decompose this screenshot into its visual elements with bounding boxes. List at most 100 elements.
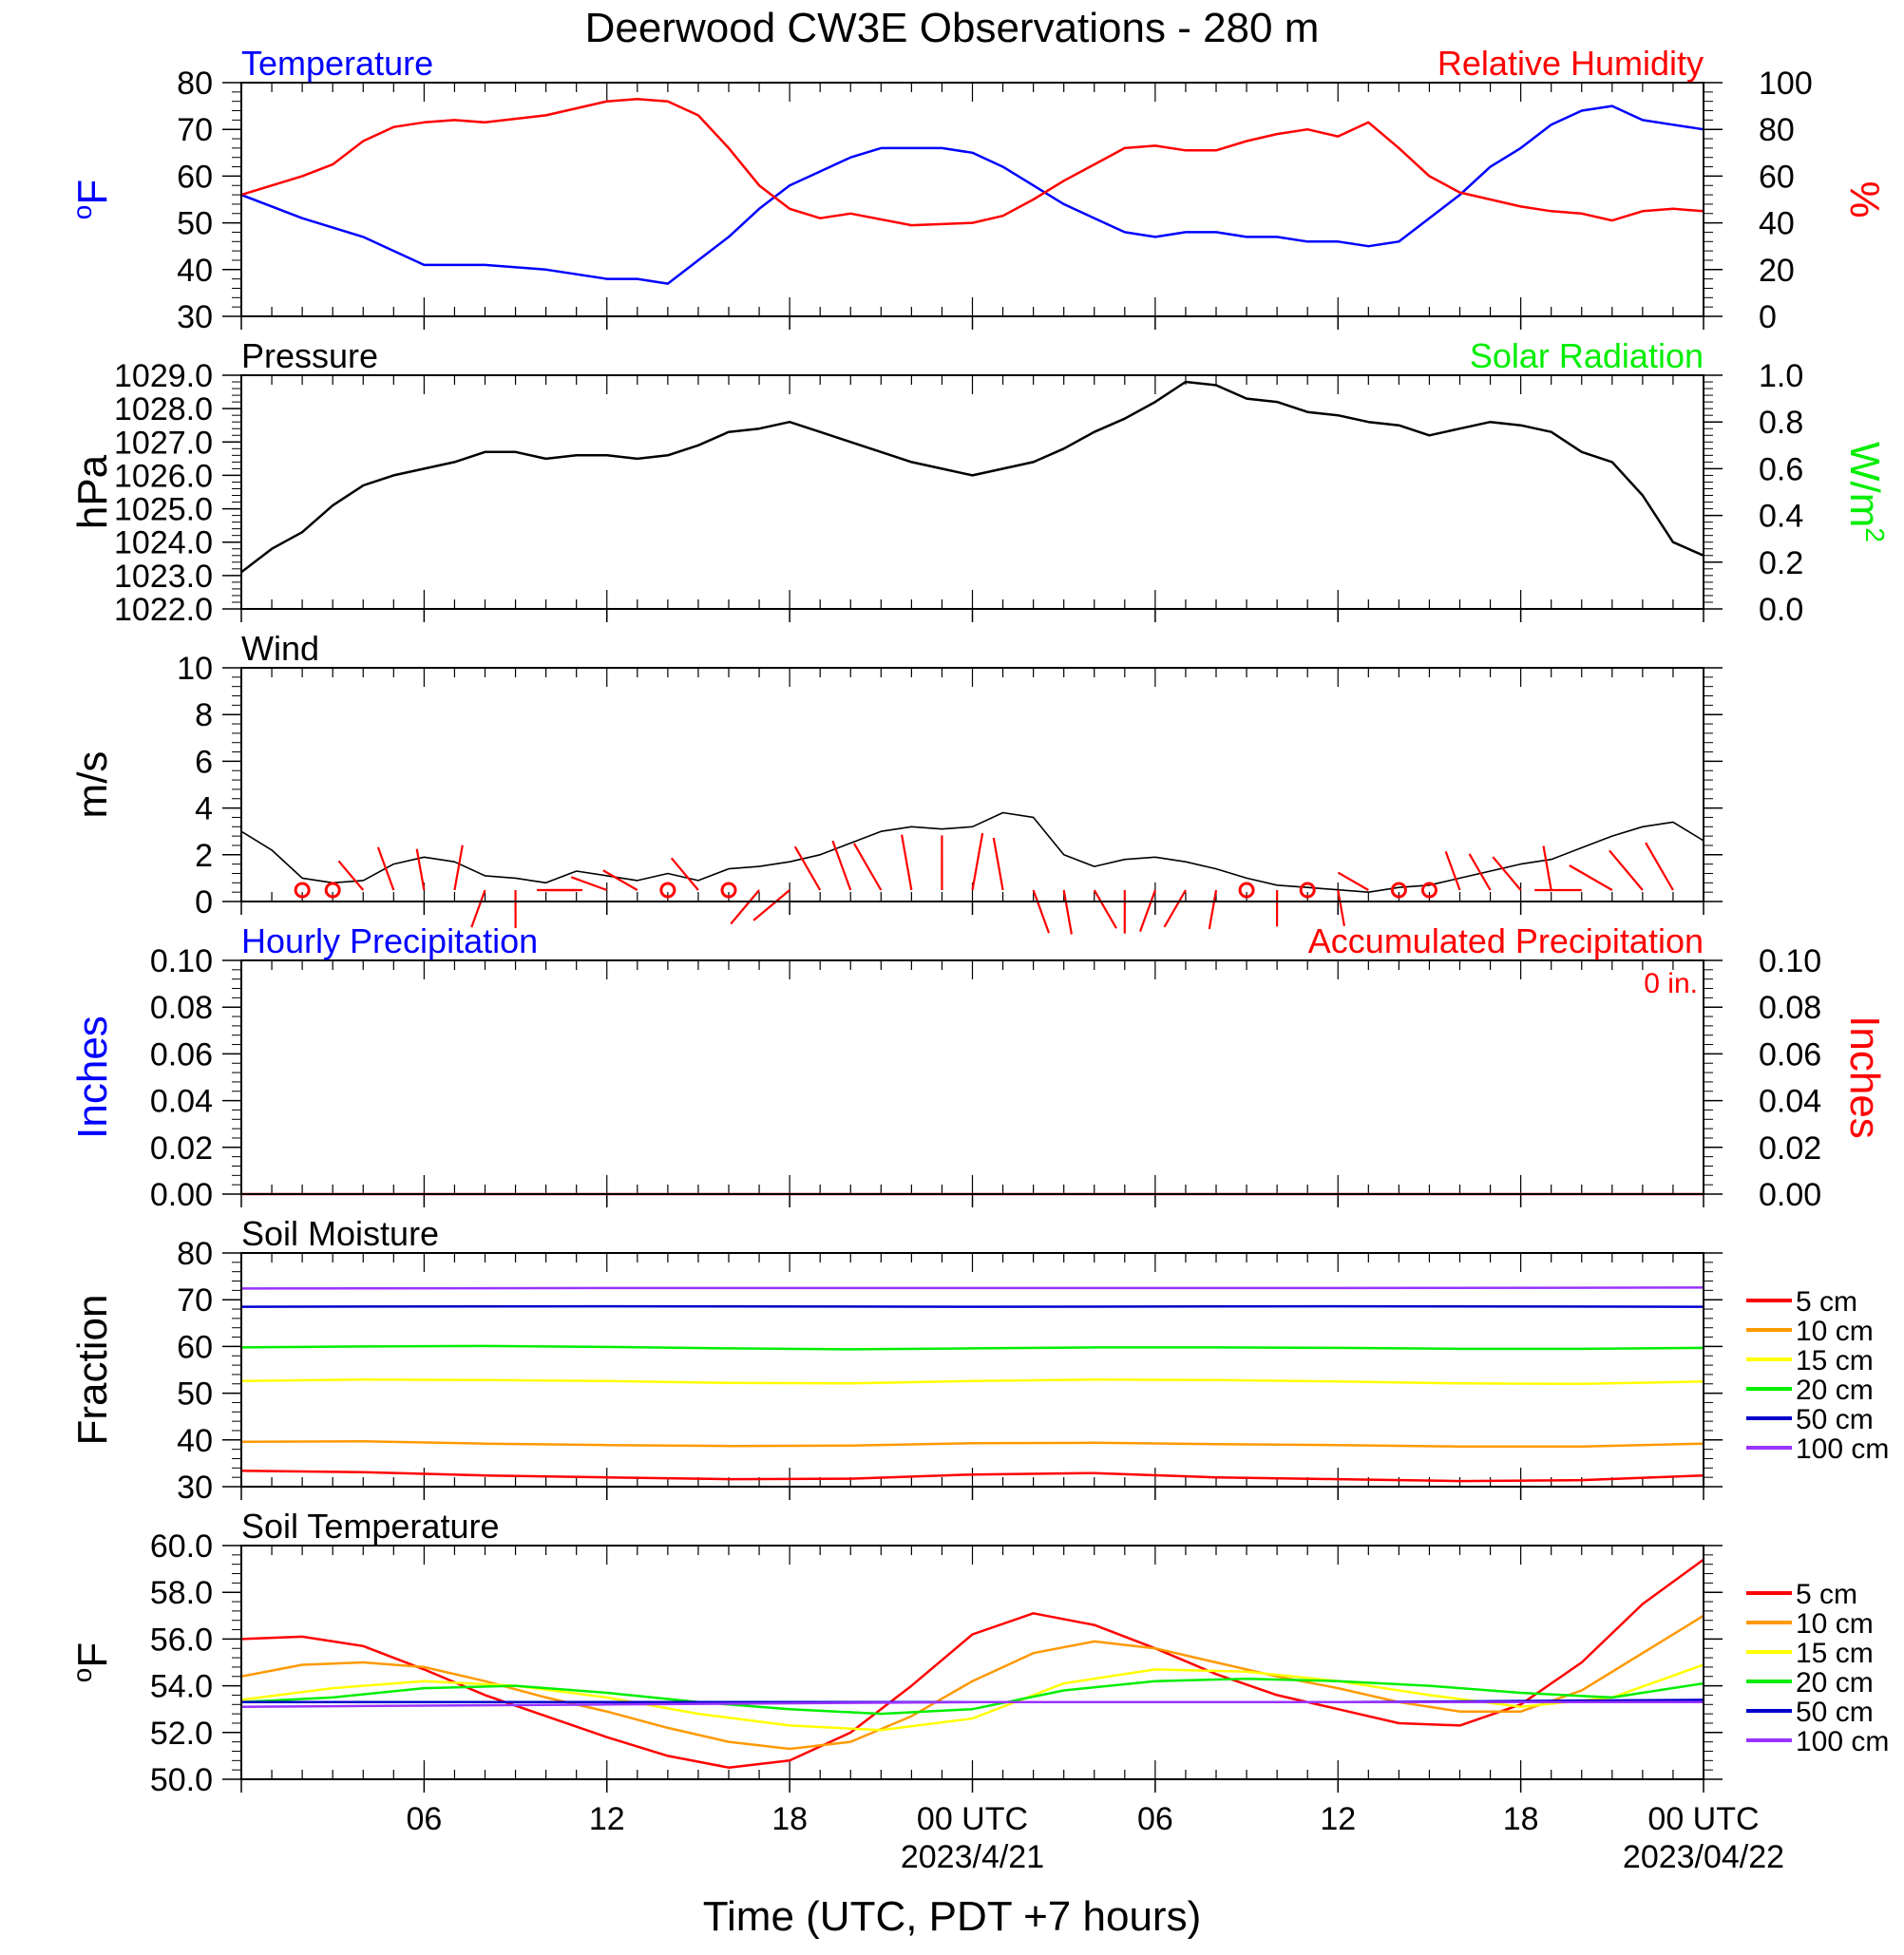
y-tick-label-left: 1024.0 [114, 525, 213, 561]
data-point [1033, 817, 1034, 818]
data-point [1581, 213, 1582, 214]
data-point [972, 1348, 973, 1349]
y-tick-label-left: 40 [177, 1423, 213, 1459]
data-point [1124, 418, 1125, 419]
data-point [1642, 1653, 1643, 1654]
data-point [1338, 1479, 1339, 1480]
data-point [1520, 1693, 1521, 1694]
data-point [1459, 428, 1460, 429]
data-point [1338, 241, 1339, 242]
x-tick-label: 12 [1320, 1801, 1356, 1837]
data-point [637, 99, 638, 100]
data-point [1094, 1641, 1095, 1642]
data-point [1002, 812, 1003, 813]
data-point [1094, 1624, 1095, 1625]
legend-label: 5 cm [1796, 1579, 1857, 1610]
data-point [729, 1382, 730, 1383]
y-tick-label-left: 0.06 [150, 1036, 213, 1072]
data-point [1154, 1669, 1155, 1670]
data-point [729, 1479, 730, 1480]
y-tick-label-right: 0.08 [1759, 990, 1821, 1026]
data-point [606, 875, 607, 876]
data-point [1581, 451, 1582, 452]
legend-label: 5 cm [1796, 1286, 1857, 1318]
data-point [1551, 859, 1552, 860]
data-point [1581, 847, 1582, 848]
y-tick-label-right: 0.10 [1759, 943, 1821, 979]
data-point [972, 1474, 973, 1475]
y-tick-label-left: 0.00 [150, 1177, 213, 1213]
data-point [1277, 402, 1278, 403]
data-point [302, 532, 303, 533]
data-point [850, 157, 851, 158]
data-point [1551, 124, 1552, 125]
data-point [606, 1697, 607, 1698]
data-point [1094, 1347, 1095, 1348]
data-point [1277, 884, 1278, 885]
data-point [1551, 211, 1552, 212]
data-point [393, 126, 394, 127]
y-tick-label-right: 60 [1759, 159, 1795, 195]
data-point [545, 115, 546, 116]
data-point [637, 880, 638, 881]
y-tick-label-left: 1028.0 [114, 391, 213, 427]
data-point [454, 862, 455, 863]
data-point [1063, 180, 1064, 181]
x-tick-label: 00 UTC [1647, 1801, 1759, 1837]
data-point [1124, 147, 1125, 148]
data-point [1033, 462, 1034, 463]
data-point [1063, 203, 1064, 204]
data-point [1033, 199, 1034, 200]
data-point [1063, 1690, 1064, 1691]
y-tick-label-right: 100 [1759, 66, 1813, 102]
data-point [1581, 1662, 1582, 1663]
data-point [820, 171, 821, 172]
data-point [606, 455, 607, 456]
data-point [729, 1767, 730, 1768]
data-point [1277, 1695, 1278, 1696]
y-tick-label-left: 30 [177, 299, 213, 335]
data-point [1459, 1446, 1460, 1447]
y-tick-label-right: 0.04 [1759, 1084, 1821, 1120]
data-point [1338, 1287, 1339, 1288]
data-point [850, 1445, 851, 1446]
data-point [820, 431, 821, 432]
y-tick-label-right: 0 [1759, 299, 1777, 335]
data-point [606, 1306, 607, 1307]
data-point [1672, 124, 1673, 125]
data-point [606, 1445, 607, 1446]
data-point [515, 1685, 516, 1686]
data-point [1459, 1711, 1460, 1712]
data-point [1490, 166, 1491, 167]
data-point [972, 1287, 973, 1288]
y-tick-label-left: 0.04 [150, 1084, 213, 1120]
data-point [667, 873, 668, 874]
data-point [1368, 892, 1369, 893]
y-tick-label-left: 0.02 [150, 1130, 213, 1167]
data-point [729, 431, 730, 432]
y-axis-label-left: hPa [69, 454, 116, 529]
y-axis-label-left: Fraction [69, 1295, 116, 1446]
data-point [881, 1714, 882, 1715]
data-point [850, 1732, 851, 1733]
y-tick-label-left: 0 [195, 884, 213, 921]
y-tick-label-right: 0.4 [1759, 499, 1803, 535]
x-tick-label: 18 [771, 1801, 808, 1837]
data-point [1611, 836, 1612, 837]
data-point [759, 208, 760, 209]
data-point [1368, 422, 1369, 423]
y-tick-label-right: 0.02 [1759, 1130, 1821, 1167]
data-point [911, 462, 912, 463]
data-point [545, 269, 546, 270]
data-point [972, 1634, 973, 1635]
data-point [1216, 385, 1217, 386]
data-point [1459, 1348, 1460, 1349]
data-point [1581, 1480, 1582, 1481]
data-point [454, 120, 455, 121]
data-point [1368, 246, 1369, 247]
data-point [1307, 129, 1308, 130]
y-tick-label-left: 70 [177, 1282, 213, 1319]
data-point [1459, 878, 1460, 879]
data-point [363, 1441, 364, 1442]
y-tick-label-left: 60.0 [150, 1528, 213, 1565]
